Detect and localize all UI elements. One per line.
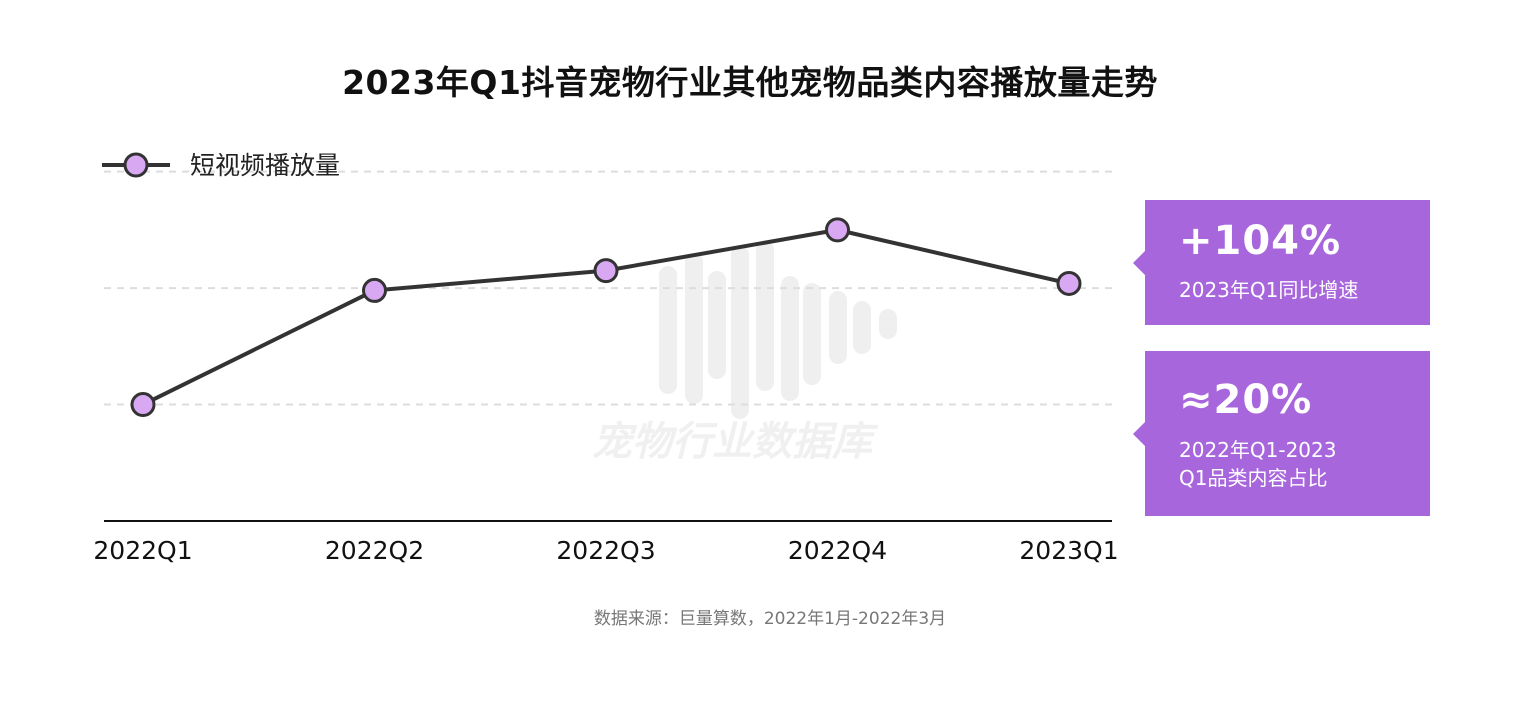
- x-tick-label: 2022Q4: [788, 536, 887, 565]
- series-group: [130, 217, 1082, 418]
- legend-label: 短视频播放量: [190, 151, 340, 180]
- x-tick-label: 2022Q3: [556, 536, 655, 565]
- data-point: [593, 258, 619, 284]
- data-point: [362, 277, 387, 303]
- data-point: [825, 217, 850, 243]
- watermark-text: 宠物行业数据库: [592, 419, 879, 465]
- source-note: 数据来源：巨量算数，2022年1月-2022年3月: [593, 609, 947, 629]
- category-share-value: ≈20%: [1179, 377, 1313, 423]
- data-point: [1056, 270, 1082, 296]
- category-share-label-line1: 2022年Q1-2023: [1179, 438, 1337, 462]
- x-tick-label: 2022Q1: [93, 536, 192, 565]
- watermark: 宠物行业数据库: [592, 241, 897, 465]
- legend-marker-swatch: [123, 152, 149, 178]
- x-tick-labels: 2022Q1 2022Q2 2022Q3 2022Q4 2023Q1: [93, 536, 1118, 565]
- category-share-label: 2022年Q1-2023 Q1品类内容占比: [1179, 436, 1419, 492]
- chart-title: 2023年Q1抖音宠物行业其他宠物品类内容播放量走势: [342, 63, 1158, 102]
- legend: 短视频播放量: [102, 151, 340, 180]
- yoy-growth-callout: +104% 2023年Q1同比增速: [1133, 200, 1430, 325]
- yoy-growth-value: +104%: [1179, 218, 1342, 264]
- category-share-label-line2: Q1品类内容占比: [1179, 466, 1328, 490]
- yoy-growth-label: 2023年Q1同比增速: [1179, 278, 1359, 302]
- x-tick-label: 2023Q1: [1019, 536, 1118, 565]
- series-line: [142, 227, 1070, 407]
- x-tick-label: 2022Q2: [325, 536, 424, 565]
- data-point: [130, 392, 156, 418]
- grid-lines: [104, 170, 1112, 406]
- category-share-callout: ≈20% 2022年Q1-2023 Q1品类内容占比: [1133, 351, 1430, 516]
